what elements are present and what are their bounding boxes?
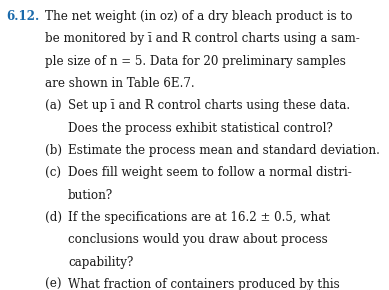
Text: (b): (b) bbox=[45, 144, 62, 157]
Text: (e): (e) bbox=[45, 278, 61, 290]
Text: capability?: capability? bbox=[68, 256, 133, 269]
Text: The net weight (in oz) of a dry bleach product is to: The net weight (in oz) of a dry bleach p… bbox=[45, 10, 352, 23]
Text: bution?: bution? bbox=[68, 189, 113, 202]
Text: be monitored by ī and R control charts using a sam-: be monitored by ī and R control charts u… bbox=[45, 32, 359, 46]
Text: ple size of n = 5. Data for 20 preliminary samples: ple size of n = 5. Data for 20 prelimina… bbox=[45, 55, 345, 68]
Text: are shown in Table 6E.7.: are shown in Table 6E.7. bbox=[45, 77, 194, 90]
Text: (c): (c) bbox=[45, 166, 61, 180]
Text: Does the process exhibit statistical control?: Does the process exhibit statistical con… bbox=[68, 122, 333, 135]
Text: Does fill weight seem to follow a normal distri-: Does fill weight seem to follow a normal… bbox=[68, 166, 352, 180]
Text: (a): (a) bbox=[45, 99, 61, 113]
Text: Set up ī and R control charts using these data.: Set up ī and R control charts using thes… bbox=[68, 99, 350, 113]
Text: 6.12.: 6.12. bbox=[6, 10, 39, 23]
Text: If the specifications are at 16.2 ± 0.5, what: If the specifications are at 16.2 ± 0.5,… bbox=[68, 211, 330, 224]
Text: (d): (d) bbox=[45, 211, 62, 224]
Text: What fraction of containers produced by this: What fraction of containers produced by … bbox=[68, 278, 340, 290]
Text: Estimate the process mean and standard deviation.: Estimate the process mean and standard d… bbox=[68, 144, 380, 157]
Text: conclusions would you draw about process: conclusions would you draw about process bbox=[68, 233, 328, 246]
